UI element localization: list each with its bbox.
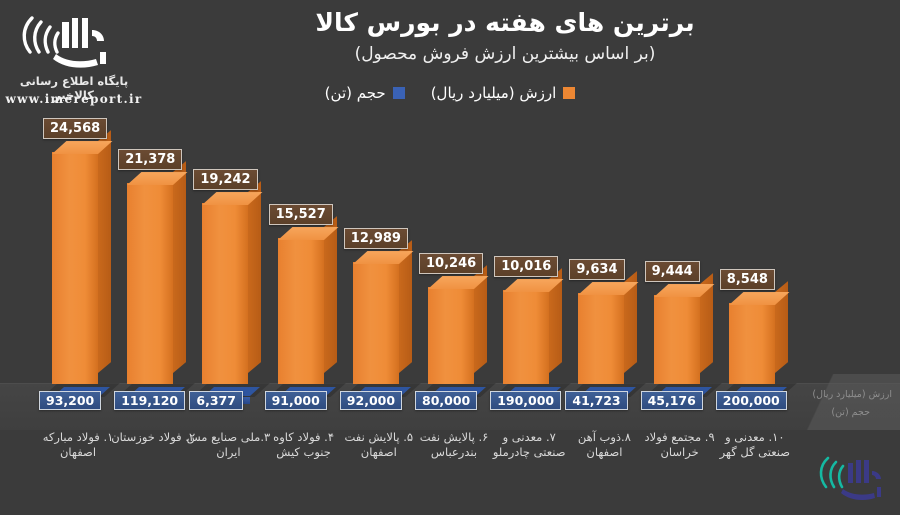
bar-front-face [52,152,98,384]
brand-block: پایگاه اطلاع رسانی کالاخبر www.imereport… [0,0,150,120]
value-bar-label: 10,246 [419,253,484,274]
value-bar [268,216,346,397]
value-bar [343,240,421,397]
category-label: ۶. پالایش نفت بندرعباس [419,430,489,459]
volume-bar-label: 190,000 [490,391,562,410]
bar-front-face [352,262,399,384]
value-bar [418,265,496,397]
category-label: ۸.ذوب آهن اصفهان [577,430,631,459]
legend-item-value: ارزش (میلیارد ریال) [431,84,576,102]
legend-item-volume: حجم (تن) [325,84,405,102]
bar-front-face [503,290,550,384]
value-bar-label: 8,548 [719,269,775,290]
bar-front-face [653,295,700,384]
value-bar-label: 12,989 [343,228,408,249]
category-label: ۵. پالایش نفت اصفهان [344,430,414,459]
bar-front-face [428,287,474,384]
value-bar [192,181,271,397]
volume-bar-label: 80,000 [415,391,478,410]
blue-square-swatch-icon [392,87,405,99]
category-label: ۲. فولاد خوزستان [111,430,196,444]
value-bar [493,268,572,397]
bar-front-face [277,238,324,384]
legend-label-volume: حجم (تن) [324,84,386,102]
value-bar-label: 10,016 [494,256,559,277]
value-bar-label: 9,444 [644,261,700,282]
axis-caption-volume: حجم (تن) [831,407,870,418]
value-bar [117,161,196,397]
volume-bar-label: 91,000 [264,391,327,410]
category-axis-labels: ۱. فولاد مبارکه اصفهان ۲. فولاد خوزستان ۳.… [0,430,900,490]
bar-front-face [127,183,174,384]
legend-label-value: ارزش (میلیارد ریال) [430,84,557,102]
bar-side-face [98,130,111,373]
volume-bar-label: 119,120 [114,391,186,410]
bar-side-face [248,181,262,373]
category-label: ۷. معدنی و صنعتی چادرملو [492,430,566,459]
value-bar-label: 24,568 [43,118,108,139]
brand-tagline: پایگاه اطلاع رسانی کالاخبر [19,74,129,102]
volume-bar-label: 41,723 [565,391,628,410]
value-bar-label: 9,634 [569,259,625,280]
bar-front-face [202,203,249,384]
category-label: ۱۰. معدنی و صنعتی گل گهر [719,430,791,459]
bar-side-face [173,161,187,373]
bar-side-face [323,216,337,373]
category-label: ۱. فولاد مبارکه اصفهان [42,430,114,459]
brand-url: www.imereport.ir [5,92,143,106]
bar-front-face [728,303,775,384]
chart-legend: ارزش (میلیارد ریال) حجم (تن) [0,84,900,102]
value-bar-label: 19,242 [193,169,258,190]
axis-caption-value: ارزش (میلیارد ریال) [812,389,892,400]
category-label: ۳.ملی صنایع مس ایران [186,430,271,459]
category-label: ۹. مجتمع فولاد خراسان [644,430,715,459]
value-bar-label: 15,527 [268,204,333,225]
chart-subtitle: (بر اساس بیشترین ارزش فروش محصول) [354,44,656,64]
value-bar [42,130,120,397]
floor-perspective-wedge [770,374,900,430]
volume-bar-label: 93,200 [39,391,102,410]
orange-square-swatch-icon [563,87,576,99]
volume-bar-label: 45,176 [640,391,703,410]
value-bar-label: 21,378 [118,149,183,170]
value-bar [719,281,797,397]
value-bar [644,273,722,397]
kalakhabar-signal-logo-icon [22,16,106,68]
plot-area: ارزش (میلیارد ریال) حجم (تن) 24,568 93,20… [0,118,900,430]
volume-bar-label: 6,377 [189,391,243,410]
value-bar [568,271,647,397]
chart-title: برترین های هفته در بورس کالا [315,8,695,37]
bar-front-face [578,293,625,384]
volume-bar-label: 200,000 [715,391,787,410]
category-label: ۴. فولاد کاوه جنوب کیش [273,430,335,459]
kalakhabar-logo-watermark-icon [819,456,881,501]
volume-bar-label: 92,000 [339,391,403,410]
